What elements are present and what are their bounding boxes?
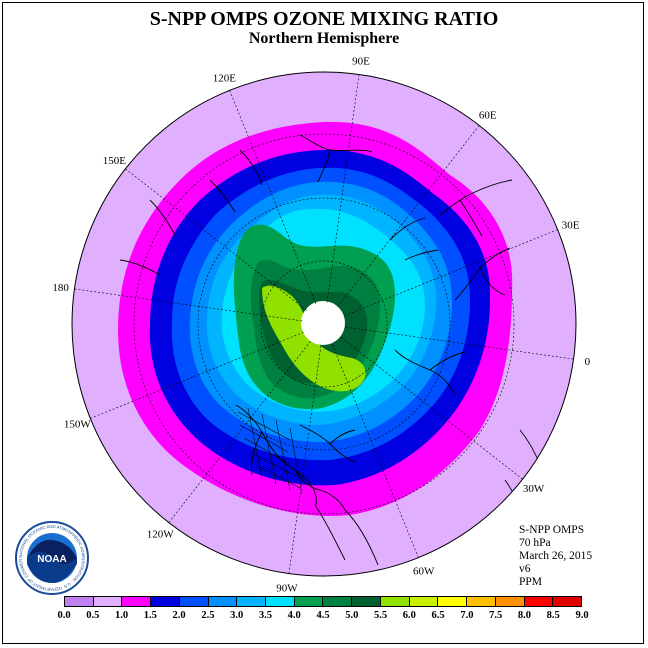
color-scale-segment [237,597,267,606]
color-scale-tick-label: 5.0 [345,610,359,621]
longitude-label: 90E [352,56,370,68]
color-scale-segment [352,597,381,606]
longitude-label: 120E [213,72,237,84]
info-units: PPM [519,576,543,588]
color-scale-tick-label: 4.5 [316,610,330,621]
graticule [74,74,574,574]
color-scale-tick-label: 7.0 [460,610,474,621]
longitude-label: 120W [147,529,175,541]
color-scale-bar [64,596,582,607]
longitude-label: 150E [103,155,127,167]
color-scale-tick-label: 6.5 [431,610,445,621]
longitude-label: 30E [562,219,580,231]
color-scale-segment [380,597,410,606]
longitude-label: 30W [523,483,545,495]
longitude-label: 60W [413,566,435,578]
color-scale-tick-label: 1.0 [114,610,129,621]
color-scale-tick-label: 3.5 [258,610,272,621]
map-title: S-NPP OMPS OZONE MIXING RATIO [149,8,499,30]
color-scale-tick-label: 6.0 [402,610,416,621]
color-scale-tick-label: 8.5 [546,610,560,621]
color-scale-segment [495,597,525,606]
info-block: S-NPP OMPS 70 hPa March 26, 2015 v6 PPM [519,524,592,589]
longitude-labels: 90E 60E 30E 0 30W 60W 90W 120W 150W 180 150E 120E [52,56,590,595]
color-scale-ticks: 0.0 0.5 1.0 1.5 2.0 2.5 3.0 3.5 4.0 4.5 5.0 5.5 6.0 6… [0,610,648,624]
color-scale-segment [438,597,468,606]
us-state-borders [237,407,303,495]
color-scale-segment [409,597,439,606]
polar-gap [301,301,345,345]
color-scale-tick-label: 1.5 [143,610,157,621]
longitude-label: 150W [64,419,92,431]
color-scale-tick-label: 9.0 [575,610,589,621]
color-scale-segment [524,597,554,606]
color-scale-segment [294,597,324,606]
color-scale-tick-label: 8.0 [517,610,531,621]
longitude-label: 90W [276,582,298,594]
color-scale-segment [208,597,238,606]
color-scale-tick-label: 2.0 [172,610,186,621]
ozone-field [72,72,576,576]
color-scale-segment [323,597,353,606]
map-boundary [71,71,577,577]
color-scale-segment [122,597,152,606]
color-scale-tick-label: 4.0 [287,610,301,621]
color-scale-tick-label: 5.5 [373,610,388,621]
info-date: March 26, 2015 [519,550,593,562]
longitude-label: 60E [479,109,497,121]
color-scale-segment [266,597,295,606]
color-scale-segment [65,597,94,606]
longitude-label: 0 [585,356,591,368]
info-version: v6 [519,563,531,575]
color-scale-tick-label: 2.5 [201,610,215,621]
color-scale-tick-label: 0.0 [57,610,71,621]
color-scale-segment [467,597,496,606]
map-subtitle: Northern Hemisphere [248,30,400,47]
info-instrument: S-NPP OMPS [519,524,585,536]
noaa-logo-text: NOAA [37,554,66,565]
color-scale-segment [151,597,180,606]
longitude-label: 180 [52,282,69,294]
noaa-logo: NOAA NATIONAL OCEANIC AND ATMOSPHERIC AD… [12,516,90,596]
color-scale-segment [179,597,209,606]
color-scale-tick-label: 3.0 [230,610,244,621]
color-scale-segment [93,597,123,606]
info-level: 70 hPa [519,537,551,549]
color-scale-segment [553,597,581,606]
color-scale-tick-label: 7.5 [489,610,503,621]
color-scale-tick-label: 0.5 [86,610,100,621]
